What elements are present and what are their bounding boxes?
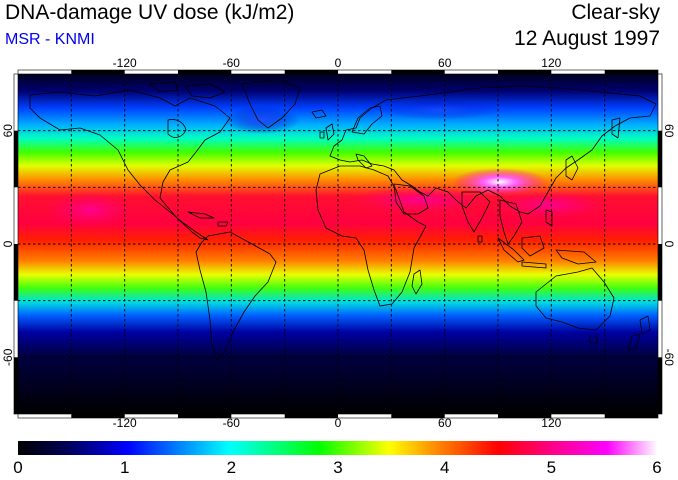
date-label: 12 August 1997 bbox=[514, 27, 660, 50]
lon-label-bottom: 120 bbox=[541, 416, 561, 430]
colorbar bbox=[18, 441, 658, 455]
lat-label-right: 60 bbox=[662, 124, 676, 138]
lon-label-bottom: 60 bbox=[438, 416, 452, 430]
map-title: DNA-damage UV dose (kJ/m2) bbox=[5, 1, 295, 24]
lat-label-left: 0 bbox=[1, 240, 15, 247]
lon-label-top: -120 bbox=[113, 56, 137, 70]
colorbar-tick-label: 3 bbox=[333, 458, 343, 477]
lat-label-left: 60 bbox=[1, 124, 15, 138]
lon-label-bottom: -120 bbox=[113, 416, 137, 430]
colorbar-tick-label: 6 bbox=[652, 458, 662, 477]
lon-label-top: 60 bbox=[438, 56, 452, 70]
lon-label-top: 0 bbox=[335, 56, 342, 70]
colorbar-tick-label: 4 bbox=[439, 458, 450, 477]
lat-label-right: -60 bbox=[662, 349, 676, 367]
lon-label-bottom: -60 bbox=[223, 416, 241, 430]
graticule bbox=[18, 74, 658, 414]
coastlines bbox=[29, 79, 657, 361]
lat-label-right: 0 bbox=[662, 241, 676, 248]
colorbar-tick-label: 1 bbox=[119, 458, 130, 477]
colorbar-tick-label: 5 bbox=[546, 458, 557, 477]
colorbar-tick-label: 0 bbox=[13, 458, 23, 477]
lon-label-top: 120 bbox=[541, 56, 561, 70]
lon-label-bottom: 0 bbox=[335, 416, 342, 430]
lat-label-left: -60 bbox=[1, 348, 15, 366]
data-source-label: MSR - KNMI bbox=[5, 31, 95, 48]
colorbar-tick-label: 2 bbox=[226, 458, 237, 477]
sky-condition-label: Clear-sky bbox=[571, 1, 660, 24]
map-frame bbox=[13, 69, 663, 419]
uv-field-anomalies bbox=[45, 100, 610, 228]
lon-label-top: -60 bbox=[223, 56, 241, 70]
